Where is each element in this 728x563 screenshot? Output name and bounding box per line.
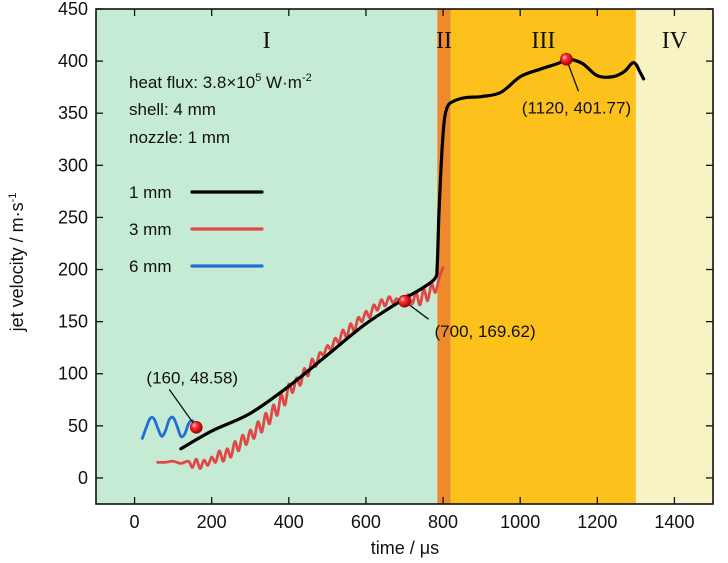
data-series [140, 57, 646, 470]
annotation-leader-1 [168, 388, 197, 428]
heat-flux-label: heat flux: 3.8×105 W·m-2 [129, 72, 312, 92]
y-axis-title: jet velocity / m·s-1 [7, 193, 27, 333]
region-band-1 [96, 9, 438, 504]
point-annotations: (160, 48.58) (700, 169.62) (1120, 401.77) [146, 52, 631, 434]
region-label-2: II [436, 28, 452, 54]
y-tick-label: 350 [58, 103, 88, 123]
shell-label: shell: 4 mm [129, 100, 216, 119]
legend-label-2: 3 mm [129, 220, 172, 239]
axes: 0 200 400 600 800 1000 1200 1400 0 50 100 150 200 250… [58, 0, 713, 532]
x-tick-label: 600 [351, 512, 381, 532]
legend: 1 mm 3 mm 6 mm [129, 183, 264, 276]
annotation-marker-1 [189, 421, 203, 434]
x-axis-title: time / μs [371, 538, 439, 558]
legend-label-1: 1 mm [129, 183, 172, 202]
region-band-3 [450, 9, 636, 504]
region-band-4 [635, 9, 713, 504]
y-tick-label: 250 [58, 207, 88, 227]
annotation-label-3: (1120, 401.77) [522, 98, 631, 117]
phase-regions [96, 9, 713, 504]
region-label-1: I [263, 28, 271, 54]
annotation-label-2: (700, 169.62) [435, 322, 536, 341]
series-line-1-mm [179, 57, 646, 451]
y-tick-label: 450 [58, 0, 88, 19]
y-tick-label: 50 [68, 416, 88, 436]
y-tick-label: 300 [58, 155, 88, 175]
region-label-4: IV [662, 28, 688, 54]
phase-region-labels: I II III IV [263, 28, 688, 54]
region-band-2 [437, 9, 451, 504]
x-tick-label: 200 [197, 512, 227, 532]
x-tick-label: 400 [274, 512, 304, 532]
x-tick-label: 800 [428, 512, 458, 532]
x-tick-label: 0 [130, 512, 140, 532]
x-tick-label: 1400 [654, 512, 694, 532]
y-tick-label: 400 [58, 51, 88, 71]
nozzle-label: nozzle: 1 mm [129, 128, 230, 147]
plot-frame [95, 8, 714, 505]
x-tick-label: 1200 [577, 512, 617, 532]
x-tick-label: 1000 [500, 512, 540, 532]
y-tick-label: 200 [58, 260, 88, 280]
annotation-marker-2 [398, 294, 411, 308]
annotation-marker-3 [560, 52, 573, 66]
region-label-3: III [531, 28, 555, 54]
y-tick-label: 150 [58, 312, 88, 332]
experiment-conditions: heat flux: 3.8×105 W·m-2 shell: 4 mm noz… [129, 72, 312, 147]
annotation-label-1: (160, 48.58) [146, 368, 238, 387]
y-tick-label: 100 [58, 364, 88, 384]
series-line-6-mm [140, 415, 198, 440]
legend-label-3: 6 mm [129, 257, 172, 276]
series-line-3-mm [156, 266, 445, 470]
y-tick-label: 0 [78, 468, 88, 488]
